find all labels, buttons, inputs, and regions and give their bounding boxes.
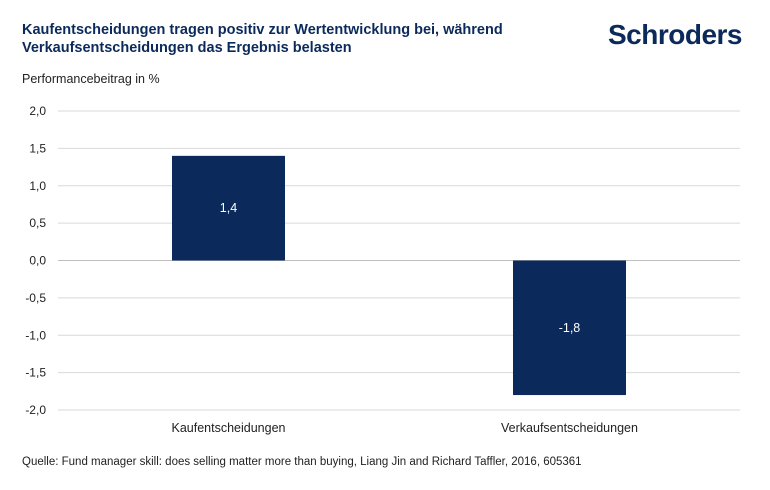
- x-axis-ticks: Kaufentscheidungen Verkaufsentscheidungen: [172, 421, 638, 435]
- data-label: -1,8: [559, 321, 581, 335]
- x-tick-label: Verkaufsentscheidungen: [501, 421, 638, 435]
- x-tick-label: Kaufentscheidungen: [172, 421, 286, 435]
- y-axis-ticks: 2,0 1,5 1,0 0,5 0,0 -0,5 -1,0 -1,5 -2,0: [25, 104, 46, 417]
- source-note: Quelle: Fund manager skill: does selling…: [22, 456, 582, 468]
- y-tick-label: -0,5: [25, 291, 46, 305]
- y-axis-label: Performancebeitrag in %: [22, 72, 160, 86]
- bar: [513, 260, 626, 396]
- y-tick-label: -2,0: [25, 403, 46, 417]
- bar: [172, 155, 285, 261]
- y-tick-label: 1,5: [29, 141, 46, 155]
- chart-title: Kaufentscheidungen tragen positiv zur We…: [22, 21, 562, 57]
- y-tick-label: 2,0: [29, 104, 46, 118]
- data-label: 1,4: [220, 201, 237, 215]
- y-tick-label: 0,5: [29, 216, 46, 230]
- y-tick-label: -1,5: [25, 366, 46, 380]
- chart-title-line-2: Verkaufsentscheidungen das Ergebnis bela…: [22, 40, 352, 56]
- y-tick-label: 1,0: [29, 179, 46, 193]
- y-tick-label: 0,0: [29, 254, 46, 268]
- schroders-logo: Schroders: [608, 19, 743, 50]
- y-tick-label: -1,0: [25, 328, 46, 342]
- chart-title-line-1: Kaufentscheidungen tragen positiv zur We…: [22, 22, 503, 38]
- gridlines: [58, 110, 740, 411]
- data-labels: 1,4 -1,8: [220, 201, 581, 335]
- bars: [172, 155, 626, 396]
